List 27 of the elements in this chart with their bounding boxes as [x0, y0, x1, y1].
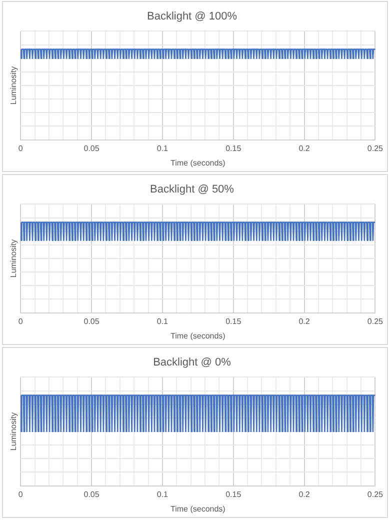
y-axis-title: Luminosity	[9, 239, 18, 278]
y-axis-title: Luminosity	[9, 66, 18, 105]
chart-title: Backlight @ 0%	[153, 356, 232, 369]
chart-title: Backlight @ 100%	[146, 10, 238, 23]
x-tick-label: 0.15	[226, 490, 242, 499]
x-tick-label: 0.2	[298, 144, 310, 153]
x-tick-label: 0	[18, 490, 24, 499]
x-axis-title: Time (seconds)	[170, 331, 226, 340]
x-tick-label: 0.1	[156, 316, 169, 326]
x-tick-label: 0.2	[298, 316, 310, 326]
x-tick-label: 0.2	[298, 490, 310, 499]
x-tick-label: 0.15	[226, 316, 242, 326]
x-axis-title: Time (seconds)	[170, 504, 226, 514]
x-tick-label: 0.25	[367, 144, 384, 153]
x-tick-label: 0.25	[367, 490, 384, 499]
x-tick-label: 0.05	[84, 316, 100, 326]
x-tick-label: 0.1	[156, 144, 169, 153]
x-tick-label: 0	[18, 316, 24, 326]
chart-title: Backlight @ 50%	[150, 184, 234, 196]
x-tick-label: 0.15	[226, 144, 242, 153]
x-tick-label: 0.05	[84, 490, 100, 499]
x-tick-label: 0.1	[156, 490, 169, 499]
y-axis-title: Luminosity	[9, 412, 18, 451]
x-tick-label: 0	[18, 144, 24, 153]
x-tick-label: 0.05	[84, 144, 100, 153]
x-axis-title: Time (seconds)	[170, 158, 226, 168]
x-tick-label: 0.25	[367, 316, 384, 326]
